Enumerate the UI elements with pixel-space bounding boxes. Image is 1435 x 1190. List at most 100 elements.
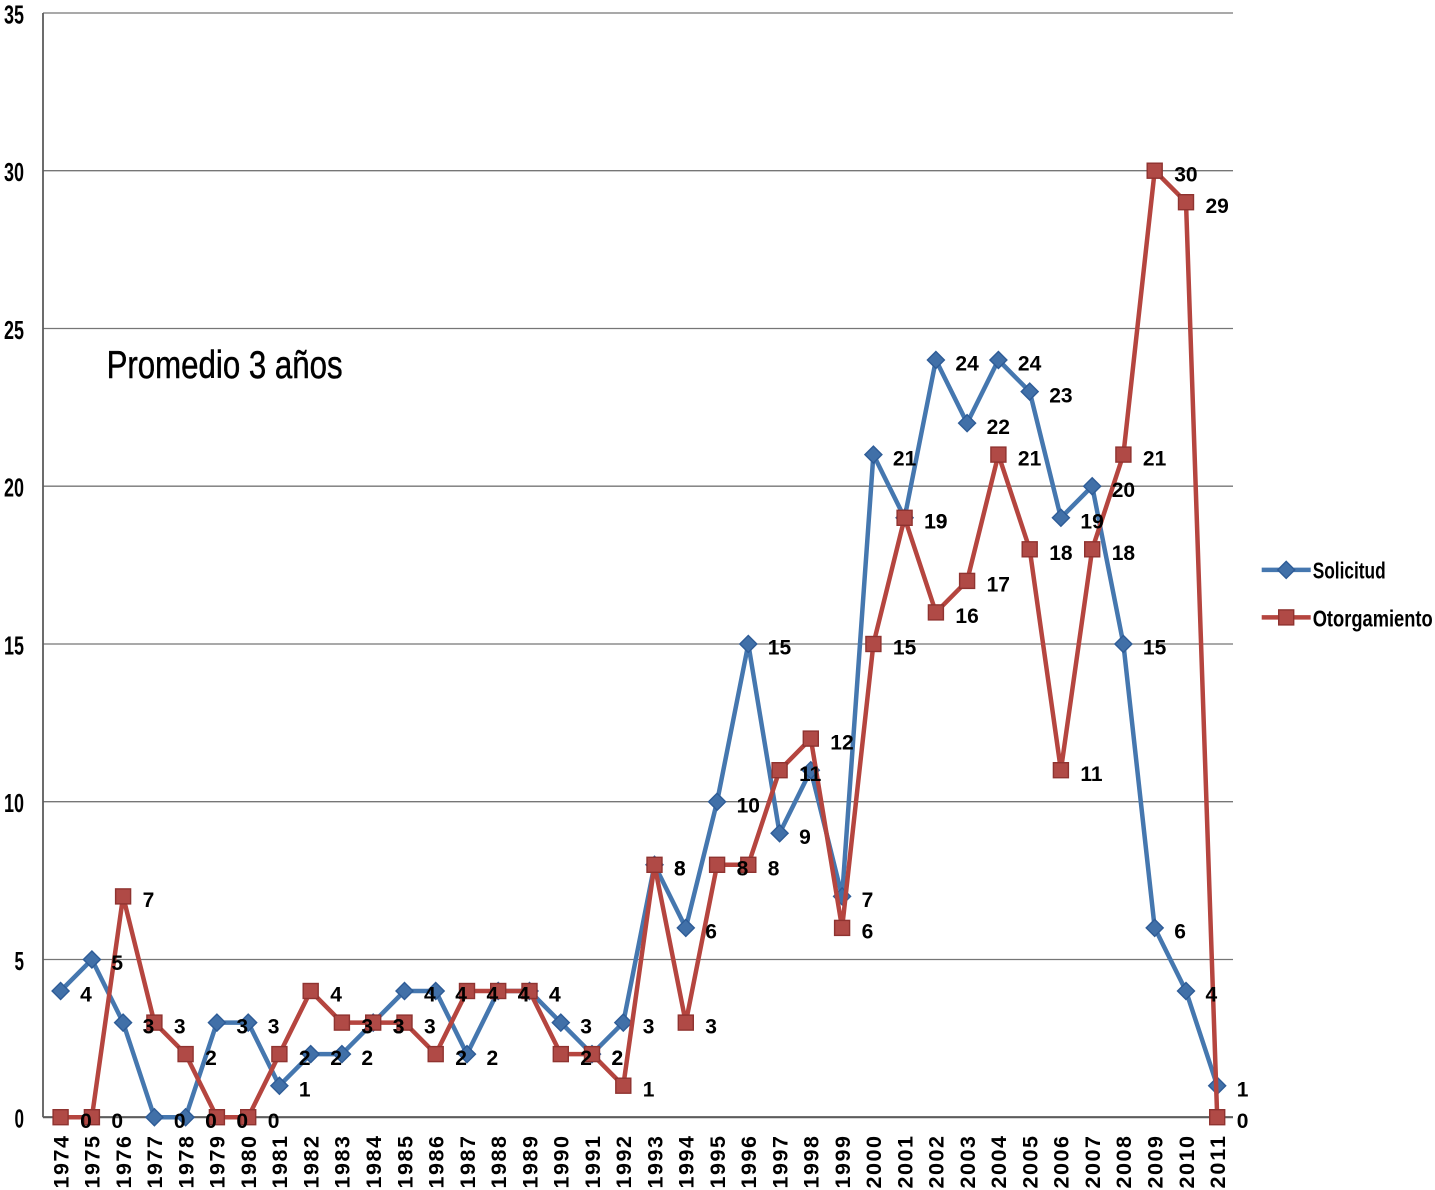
svg-text:1997: 1997: [768, 1136, 792, 1189]
svg-text:21: 21: [1018, 447, 1042, 470]
svg-text:3: 3: [393, 1015, 405, 1038]
svg-text:4: 4: [80, 984, 92, 1007]
svg-text:6: 6: [862, 921, 874, 944]
svg-text:15: 15: [4, 631, 24, 661]
svg-text:7: 7: [143, 889, 155, 912]
svg-text:3: 3: [643, 1015, 655, 1038]
svg-text:2009: 2009: [1144, 1136, 1168, 1189]
svg-text:0: 0: [236, 1110, 248, 1133]
svg-text:2005: 2005: [1019, 1136, 1043, 1189]
svg-text:4: 4: [518, 984, 530, 1007]
svg-text:24: 24: [955, 353, 979, 376]
svg-text:18: 18: [1049, 542, 1073, 565]
svg-text:8: 8: [674, 858, 686, 881]
svg-text:1989: 1989: [518, 1136, 542, 1189]
svg-text:2002: 2002: [925, 1136, 949, 1189]
svg-text:Solicitud: Solicitud: [1313, 558, 1386, 584]
svg-text:0: 0: [205, 1110, 217, 1133]
svg-text:21: 21: [1143, 447, 1167, 470]
svg-text:35: 35: [4, 0, 24, 30]
svg-text:1976: 1976: [112, 1136, 136, 1189]
svg-text:8: 8: [737, 858, 749, 881]
svg-text:2006: 2006: [1050, 1136, 1074, 1189]
svg-text:2: 2: [580, 1047, 592, 1070]
svg-text:3: 3: [393, 1015, 405, 1038]
svg-text:3: 3: [143, 1015, 155, 1038]
svg-text:1990: 1990: [550, 1136, 574, 1189]
svg-text:0: 0: [174, 1110, 186, 1133]
svg-text:1999: 1999: [831, 1136, 855, 1189]
svg-text:15: 15: [1143, 637, 1167, 660]
svg-text:1992: 1992: [612, 1136, 636, 1189]
svg-text:15: 15: [768, 637, 792, 660]
svg-text:2: 2: [330, 1047, 342, 1070]
svg-text:16: 16: [955, 605, 978, 628]
svg-text:10: 10: [4, 788, 24, 818]
svg-text:30: 30: [1174, 163, 1197, 186]
svg-text:3: 3: [236, 1015, 248, 1038]
svg-text:0: 0: [15, 1104, 25, 1134]
svg-text:1980: 1980: [237, 1136, 261, 1189]
svg-text:19: 19: [924, 511, 947, 534]
svg-text:2008: 2008: [1112, 1136, 1136, 1189]
svg-text:19: 19: [924, 511, 947, 534]
svg-text:2007: 2007: [1081, 1136, 1105, 1189]
svg-text:2001: 2001: [893, 1136, 917, 1189]
svg-text:0: 0: [268, 1110, 280, 1133]
svg-text:6: 6: [1174, 921, 1186, 944]
svg-text:1983: 1983: [331, 1136, 355, 1189]
svg-text:8: 8: [674, 858, 686, 881]
svg-text:12: 12: [830, 731, 853, 754]
svg-text:15: 15: [893, 637, 917, 660]
svg-text:1996: 1996: [737, 1136, 761, 1189]
svg-text:22: 22: [987, 416, 1010, 439]
svg-text:17: 17: [987, 574, 1010, 597]
svg-text:Promedio 3 años: Promedio 3 años: [107, 344, 343, 387]
svg-text:4: 4: [424, 984, 436, 1007]
svg-text:1978: 1978: [174, 1136, 198, 1189]
svg-text:10: 10: [737, 794, 760, 817]
svg-text:0: 0: [1237, 1110, 1249, 1133]
svg-text:3: 3: [580, 1015, 592, 1038]
svg-text:1975: 1975: [81, 1136, 105, 1189]
svg-text:23: 23: [1049, 384, 1072, 407]
svg-text:Otorgamiento: Otorgamiento: [1313, 606, 1433, 632]
svg-text:2004: 2004: [987, 1136, 1011, 1189]
svg-text:2: 2: [487, 1047, 499, 1070]
svg-text:1982: 1982: [300, 1136, 324, 1189]
svg-text:11: 11: [1080, 763, 1103, 786]
svg-text:29: 29: [1206, 195, 1229, 218]
svg-text:1984: 1984: [362, 1136, 386, 1189]
svg-text:3: 3: [361, 1015, 373, 1038]
svg-text:3: 3: [174, 1015, 186, 1038]
svg-text:1995: 1995: [706, 1136, 730, 1189]
svg-text:2: 2: [612, 1047, 624, 1070]
svg-text:6: 6: [705, 921, 717, 944]
svg-text:4: 4: [330, 984, 342, 1007]
svg-text:4: 4: [1206, 984, 1218, 1007]
svg-text:2: 2: [612, 1047, 624, 1070]
svg-text:2: 2: [361, 1047, 373, 1070]
svg-text:4: 4: [518, 984, 530, 1007]
svg-text:2010: 2010: [1175, 1136, 1199, 1189]
svg-text:1: 1: [643, 1078, 655, 1101]
svg-text:1991: 1991: [581, 1136, 605, 1189]
svg-text:8: 8: [768, 858, 780, 881]
svg-text:25: 25: [4, 315, 24, 345]
svg-text:1: 1: [1237, 1078, 1249, 1101]
svg-text:18: 18: [1112, 542, 1136, 565]
svg-text:20: 20: [1112, 479, 1135, 502]
svg-text:1987: 1987: [456, 1136, 480, 1189]
svg-text:19: 19: [1080, 511, 1103, 534]
svg-text:11: 11: [799, 763, 822, 786]
svg-text:1: 1: [299, 1078, 311, 1101]
svg-text:24: 24: [1018, 353, 1042, 376]
svg-text:1974: 1974: [49, 1136, 73, 1189]
svg-text:1977: 1977: [143, 1136, 167, 1189]
svg-text:3: 3: [424, 1015, 436, 1038]
svg-text:1994: 1994: [675, 1136, 699, 1189]
svg-text:30: 30: [4, 157, 24, 187]
svg-text:5: 5: [15, 946, 25, 976]
svg-text:1986: 1986: [425, 1136, 449, 1189]
svg-text:1998: 1998: [800, 1136, 824, 1189]
